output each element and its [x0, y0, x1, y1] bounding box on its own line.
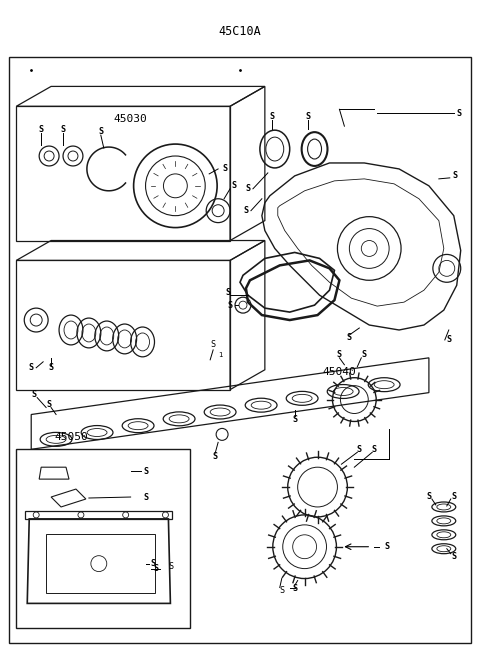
Bar: [16, 449, 190, 628]
Text: S: S: [47, 400, 52, 409]
Text: S: S: [456, 109, 461, 118]
Text: S: S: [150, 559, 155, 568]
Text: 45050: 45050: [54, 432, 88, 442]
Text: S: S: [279, 586, 284, 595]
Text: 45C10A: 45C10A: [218, 25, 262, 38]
Text: S: S: [98, 127, 103, 135]
Text: S: S: [213, 452, 217, 461]
Text: S: S: [243, 206, 249, 215]
Text: 45040: 45040: [323, 367, 356, 376]
Text: S: S: [168, 562, 173, 571]
Text: S: S: [452, 171, 457, 181]
Text: S: S: [143, 466, 148, 476]
Text: S: S: [451, 552, 456, 561]
Text: S: S: [372, 445, 377, 454]
Text: 1: 1: [218, 352, 222, 358]
Text: S: S: [228, 301, 232, 309]
Text: S: S: [29, 363, 34, 373]
Text: S: S: [451, 491, 456, 501]
Text: S: S: [446, 336, 451, 344]
Text: S: S: [305, 112, 310, 121]
Text: S: S: [231, 181, 237, 191]
Text: S: S: [39, 125, 44, 133]
Text: S: S: [362, 350, 367, 359]
Text: S: S: [32, 390, 36, 399]
Text: S: S: [337, 350, 342, 359]
Text: S: S: [269, 112, 274, 121]
Text: S: S: [211, 340, 216, 350]
Text: S: S: [357, 445, 362, 454]
Text: S: S: [292, 415, 297, 424]
Text: S: S: [245, 185, 251, 193]
Text: S: S: [292, 584, 297, 593]
Text: S: S: [223, 164, 228, 173]
Text: 45030: 45030: [114, 114, 147, 124]
Text: S: S: [426, 491, 432, 501]
Text: S: S: [48, 363, 54, 373]
Text: S: S: [384, 542, 390, 551]
Text: S: S: [60, 125, 66, 133]
Text: S: S: [226, 288, 230, 297]
Bar: [9, 57, 471, 643]
Text: S: S: [153, 564, 158, 573]
Text: S: S: [143, 493, 148, 501]
Text: S: S: [347, 334, 352, 342]
